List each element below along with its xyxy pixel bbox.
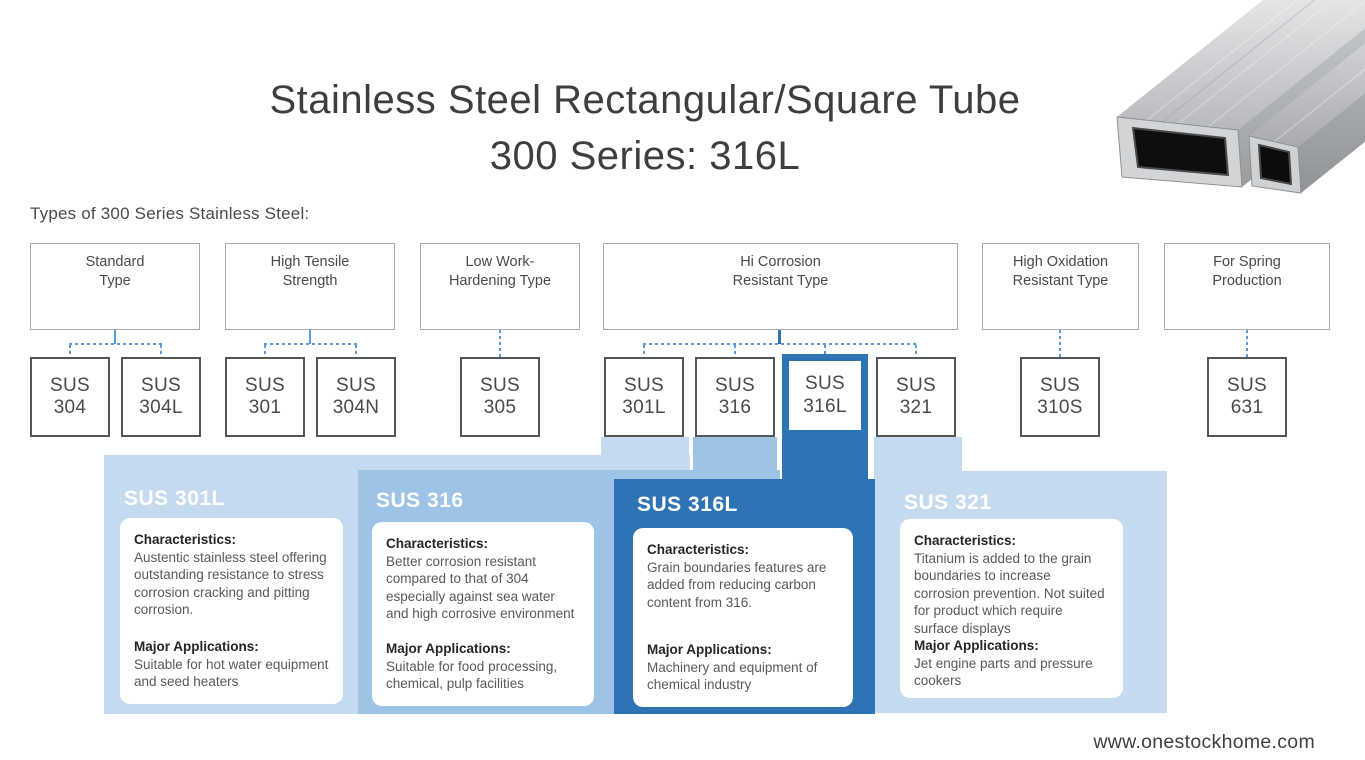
applications-section: Major Applications: Jet engine parts and… [914,637,1109,690]
panel-card-321: Characteristics: Titanium is added to th… [900,519,1123,698]
characteristics-section: Characteristics: Titanium is added to th… [914,532,1109,637]
characteristics-section: Characteristics: Better corrosion resist… [386,535,580,623]
connector-tensile-rail [264,343,358,345]
panel-title-316l: SUS 316L [637,493,738,516]
applications-label: Major Applications: [647,642,772,658]
panel-title-301l: SUS 301L [124,487,225,510]
sus-box-316: SUS 316 [695,357,775,437]
category-box-high-oxidation: High Oxidation Resistant Type [982,243,1139,330]
stem-sus-316 [693,437,777,471]
connector-standard-stub [114,330,116,344]
connector-spring-drop-631 [1246,330,1248,357]
sus-box-304n: SUS 304N [316,357,396,437]
connector-tensile-drop-301 [264,345,266,357]
website-url: www.onestockhome.com [1093,731,1315,753]
steel-tubes-image [1095,0,1365,208]
applications-text: Jet engine parts and pressure cookers [914,655,1093,689]
applications-section: Major Applications: Suitable for hot wat… [134,638,329,691]
connector-tensile-drop-304n [355,345,357,357]
category-box-for-spring: For Spring Production [1164,243,1330,330]
connector-corrosion-drop-316 [734,345,736,357]
steel-tubes-graphic [1116,0,1365,194]
connector-standard-rail [69,343,163,345]
sus-box-301l: SUS 301L [604,357,684,437]
connector-standard-drop-304 [69,345,71,357]
sus-box-310s: SUS 310S [1020,357,1100,437]
applications-label: Major Applications: [914,638,1039,654]
characteristics-text: Grain boundaries features are added from… [647,559,827,610]
sus-box-301: SUS 301 [225,357,305,437]
applications-text: Suitable for hot water equipment and see… [134,656,329,690]
category-box-high-tensile: High Tensile Strength [225,243,395,330]
title-line-1: Stainless Steel Rectangular/Square Tube [269,78,1021,122]
connector-corrosion-stub [778,330,781,344]
characteristics-section: Characteristics: Grain boundaries featur… [647,541,839,611]
characteristics-text: Austentic stainless steel offering outst… [134,549,327,618]
connector-corrosion-drop-316l [824,345,826,354]
category-box-hi-corrosion: Hi Corrosion Resistant Type [603,243,958,330]
characteristics-text: Better corrosion resistant compared to t… [386,553,575,622]
sus-box-316l-highlighted: SUS 316L [789,361,861,430]
applications-label: Major Applications: [134,639,259,655]
characteristics-text: Titanium is added to the grain boundarie… [914,550,1105,636]
connector-tensile-stub [309,330,311,344]
connector-corrosion-drop-301l [643,345,645,357]
applications-label: Major Applications: [386,641,511,657]
section-label: Types of 300 Series Stainless Steel: [30,204,310,223]
category-box-standard-type: Standard Type [30,243,200,330]
connector-lowwork-drop-305 [499,330,501,357]
sus-box-304: SUS 304 [30,357,110,437]
sus-box-321: SUS 321 [876,357,956,437]
connector-corrosion-rail [643,343,918,345]
connector-oxidation-drop-310s [1059,330,1061,357]
characteristics-label: Characteristics: [914,533,1017,548]
applications-text: Machinery and equipment of chemical indu… [647,659,818,693]
panel-card-316: Characteristics: Better corrosion resist… [372,522,594,706]
stem-sus-301l [601,437,689,456]
sus-box-304l: SUS 304L [121,357,201,437]
panel-title-316: SUS 316 [376,489,464,512]
applications-section: Major Applications: Machinery and equipm… [647,641,839,694]
applications-section: Major Applications: Suitable for food pr… [386,640,580,693]
panel-card-301l: Characteristics: Austentic stainless ste… [120,518,343,704]
sus-box-631: SUS 631 [1207,357,1287,437]
sus-box-305: SUS 305 [460,357,540,437]
characteristics-label: Characteristics: [386,536,489,551]
characteristics-section: Characteristics: Austentic stainless ste… [134,531,329,619]
panel-card-316l: Characteristics: Grain boundaries featur… [633,528,853,707]
category-box-low-work-hardening: Low Work- Hardening Type [420,243,580,330]
applications-text: Suitable for food processing, chemical, … [386,658,558,692]
connector-corrosion-drop-321 [915,345,917,357]
stem-sus-321 [874,437,962,472]
page-title: Stainless Steel Rectangular/Square Tube … [150,72,1140,184]
characteristics-label: Characteristics: [647,542,750,557]
panel-title-321: SUS 321 [904,491,992,514]
title-line-2: 300 Series: 316L [489,134,801,178]
connector-standard-drop-304l [160,345,162,357]
characteristics-label: Characteristics: [134,532,237,547]
